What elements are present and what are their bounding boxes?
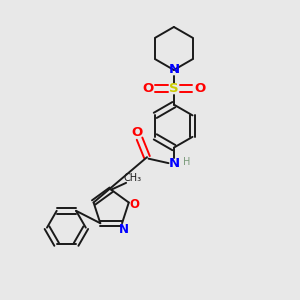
Text: O: O	[131, 126, 142, 139]
Text: N: N	[168, 64, 179, 76]
Text: H: H	[183, 157, 190, 166]
Text: O: O	[142, 82, 154, 95]
Text: CH₃: CH₃	[123, 173, 141, 183]
Text: O: O	[129, 198, 139, 212]
Text: O: O	[194, 82, 206, 95]
Text: N: N	[118, 223, 129, 236]
Text: S: S	[169, 82, 179, 95]
Text: N: N	[168, 157, 179, 169]
